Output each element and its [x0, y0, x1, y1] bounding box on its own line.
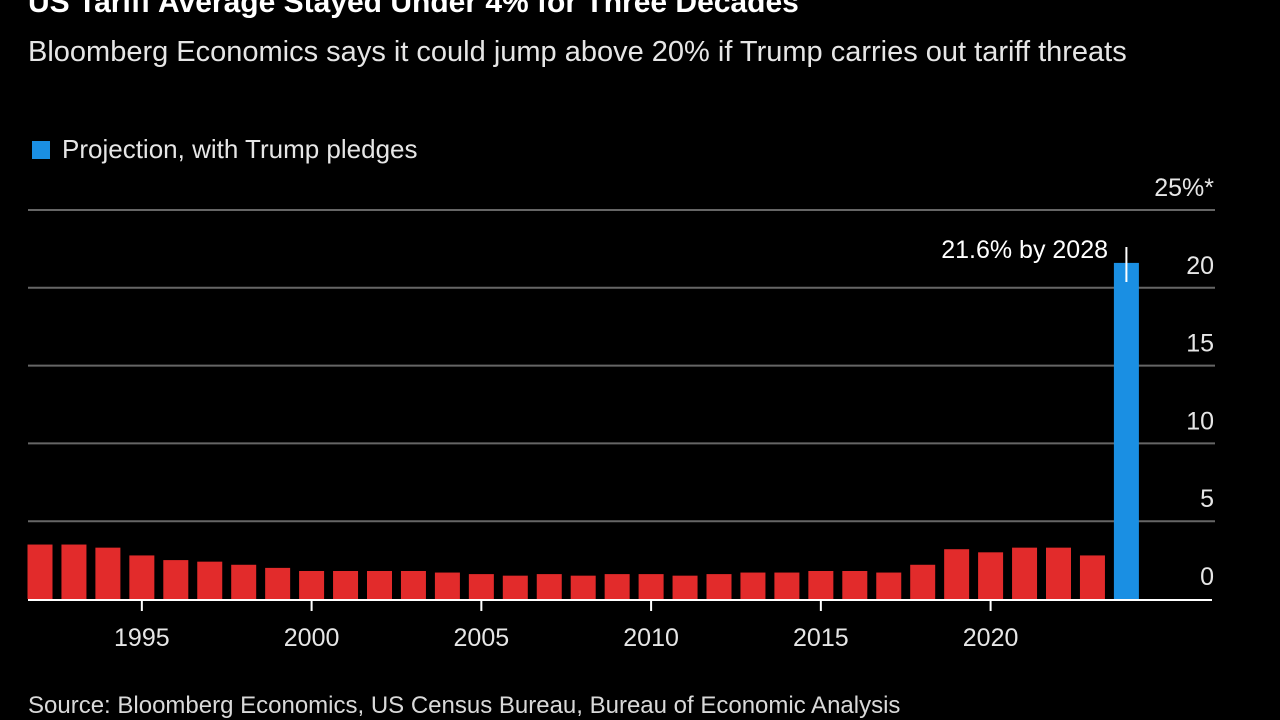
bar-2018	[910, 564, 936, 599]
x-tick-label: 2020	[963, 624, 1019, 652]
bar-2008	[570, 575, 596, 599]
x-tick-label: 1995	[114, 624, 170, 652]
x-tick-label: 2000	[284, 624, 340, 652]
bar-2004	[434, 572, 460, 599]
source-note: Source: Bloomberg Economics, US Census B…	[28, 692, 901, 719]
bar-2019	[944, 549, 970, 599]
bar-2011	[672, 575, 698, 599]
bar-2005	[468, 574, 494, 599]
y-tick-label: 5	[1200, 485, 1214, 513]
y-tick-label: 0	[1200, 563, 1214, 591]
chart-title: US Tariff Average Stayed Under 4% for Th…	[28, 0, 799, 19]
bars	[27, 262, 1139, 599]
bar-1996	[163, 560, 189, 599]
bar-1992	[27, 544, 53, 599]
bar-2003	[400, 570, 426, 599]
bar-2001	[333, 570, 359, 599]
bar-2022	[1046, 547, 1071, 599]
bar-1998	[231, 564, 257, 599]
annotation-label: 21.6% by 2028	[941, 236, 1108, 264]
legend: Projection, with Trump pledges	[32, 134, 418, 165]
x-tick-label: 2010	[623, 624, 679, 652]
bar-2009	[604, 574, 630, 599]
annotation: 21.6% by 2028	[941, 236, 1128, 282]
bar-1995	[129, 555, 155, 599]
bar-2007	[536, 574, 562, 599]
bar-2006	[502, 575, 528, 599]
bar-1999	[265, 567, 291, 599]
y-tick-label: 15	[1186, 330, 1214, 358]
bar-2012	[706, 574, 732, 599]
bar-2002	[367, 570, 392, 599]
bar-1993	[61, 544, 87, 599]
bar-2000	[299, 570, 325, 599]
x-tick-label: 2015	[793, 624, 849, 652]
bar-2014	[774, 572, 800, 599]
bar-1994	[95, 547, 121, 599]
y-tick-label: 20	[1186, 252, 1214, 280]
gridlines	[28, 209, 1215, 523]
x-tick-label: 2005	[454, 624, 510, 652]
legend-label-projection: Projection, with Trump pledges	[62, 134, 418, 164]
bar-1997	[197, 561, 223, 599]
y-tick-label: 25%*	[1154, 174, 1214, 202]
bar-2015	[808, 570, 834, 599]
bar-2021	[1012, 547, 1038, 599]
bar-chart: 1995 2000 2005 2010 2015 2020 0 5 10 15 20 25%* 21…	[27, 174, 1215, 652]
bar-2017	[876, 572, 902, 599]
bar-2023	[1079, 555, 1105, 599]
bar-2010	[638, 574, 664, 599]
legend-swatch-projection	[32, 140, 50, 159]
y-axis-labels: 0 5 10 15 20 25%*	[1154, 174, 1214, 591]
bar-2013	[740, 572, 766, 599]
y-tick-label: 10	[1186, 407, 1214, 435]
x-axis: 1995 2000 2005 2010 2015 2020	[28, 599, 1212, 652]
chart-subtitle: Bloomberg Economics says it could jump a…	[28, 36, 1127, 68]
bar-projection-2028	[1113, 262, 1139, 599]
bar-2016	[842, 570, 868, 599]
bar-2020	[978, 552, 1004, 599]
